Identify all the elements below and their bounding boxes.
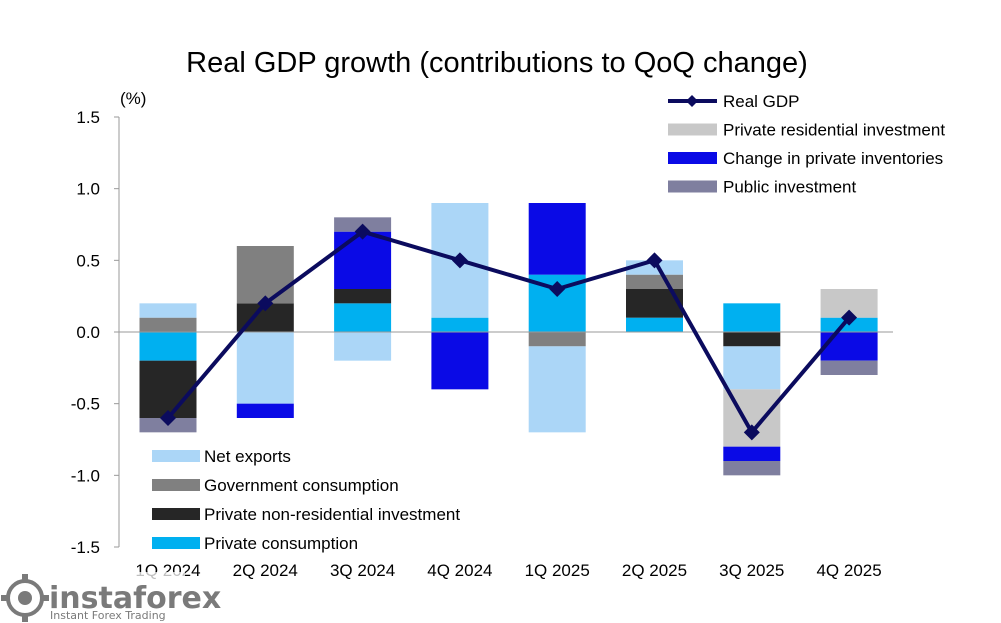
bar-private-non-residential-investment	[334, 289, 392, 304]
legend-top-right: Real GDP Private residential investment Ch…	[668, 92, 945, 197]
bar-government-consumption	[236, 246, 294, 304]
x-tick-label: 2Q 2025	[622, 561, 687, 580]
legend-swatch-private-residential-investment	[668, 123, 717, 136]
legend-label-private-residential-investment: Private residential investment	[723, 121, 945, 140]
legend-swatch-government-consumption	[152, 479, 200, 491]
real-gdp-point	[451, 252, 468, 269]
legend-swatch-private-non-residential-investment	[152, 508, 200, 520]
legend-marker-real-gdp	[686, 95, 698, 107]
bar-public-investment	[820, 360, 878, 375]
watermark-brand: instaforex	[49, 581, 221, 616]
bar-private-non-residential-investment	[139, 360, 197, 418]
bar-net-exports	[528, 346, 586, 433]
y-tick-label: -0.5	[71, 395, 100, 414]
bar-change-in-private-inventories	[528, 203, 586, 275]
chart-title: Real GDP growth (contributions to QoQ ch…	[186, 47, 808, 79]
x-tick-label: 2Q 2024	[233, 561, 298, 580]
real-gdp-point	[646, 252, 663, 269]
instaforex-logo-icon	[1, 574, 49, 622]
legend-label-net-exports: Net exports	[204, 447, 291, 466]
legend-swatch-net-exports	[152, 450, 200, 462]
x-tick-label: 3Q 2024	[330, 561, 395, 580]
bar-public-investment	[723, 461, 781, 476]
legend-swatch-private-consumption	[152, 537, 200, 549]
y-axis: 1.5 1.0 0.5 0.0 -0.5 -1.0 -1.5	[71, 108, 120, 557]
y-tick-label: 0.0	[76, 323, 100, 342]
bar-net-exports	[139, 303, 197, 318]
bar-change-in-private-inventories	[431, 332, 489, 390]
legend-label-public-investment: Public investment	[723, 178, 857, 197]
y-tick-label: 1.5	[76, 108, 100, 127]
legend-label-private-non-residential-investment: Private non-residential investment	[204, 505, 460, 524]
bar-private-consumption	[334, 303, 392, 332]
real-gdp-point	[160, 410, 176, 426]
legend-label-private-consumption: Private consumption	[204, 534, 358, 553]
bar-change-in-private-inventories	[723, 446, 781, 461]
real-gdp-point	[354, 223, 371, 240]
instaforex-watermark: instaforex Instant Forex Trading	[0, 572, 221, 623]
watermark-tagline: Instant Forex Trading	[50, 609, 166, 622]
bar-net-exports	[236, 332, 294, 404]
real-gdp-line-series	[160, 223, 858, 441]
bar-change-in-private-inventories	[236, 403, 294, 418]
bar-net-exports	[723, 346, 781, 390]
legend-label-change-in-private-inventories: Change in private inventories	[723, 149, 943, 168]
x-tick-label: 1Q 2025	[525, 561, 590, 580]
x-tick-label: 4Q 2024	[427, 561, 492, 580]
bar-net-exports	[334, 332, 392, 361]
bar-private-consumption	[139, 332, 197, 361]
bar-private-consumption	[723, 303, 781, 332]
legend-label-government-consumption: Government consumption	[204, 476, 399, 495]
bar-series	[139, 203, 878, 476]
real-gdp-line	[166, 229, 851, 435]
y-tick-label: -1.0	[71, 466, 100, 485]
bar-change-in-private-inventories	[820, 332, 878, 361]
y-axis-unit-label: (%)	[120, 89, 146, 108]
y-tick-label: 0.5	[76, 251, 100, 270]
x-axis: 1Q 2024 2Q 2024 3Q 2024 4Q 2024 1Q 2025 2Q 20…	[119, 331, 893, 580]
legend-swatch-public-investment	[668, 180, 717, 193]
real-gdp-point	[841, 309, 858, 326]
x-tick-label: 4Q 2025	[816, 561, 881, 580]
bar-government-consumption	[528, 332, 586, 347]
bar-private-non-residential-investment	[723, 332, 781, 347]
bar-government-consumption	[626, 274, 683, 289]
real-gdp-point	[257, 295, 274, 312]
x-tick-label: 3Q 2025	[719, 561, 784, 580]
bar-private-consumption	[431, 317, 489, 332]
bar-private-consumption	[626, 317, 683, 332]
real-gdp-point	[549, 281, 566, 297]
real-gdp-point	[743, 424, 760, 441]
legend-label-real-gdp: Real GDP	[723, 92, 800, 111]
bar-government-consumption	[139, 317, 197, 332]
legend-swatch-change-in-private-inventories	[668, 152, 717, 164]
y-tick-label: -1.5	[71, 538, 100, 557]
y-tick-label: 1.0	[76, 180, 100, 199]
bar-change-in-private-inventories	[334, 231, 392, 289]
legend-bottom-left: Net exports Government consumption Private…	[152, 447, 460, 553]
